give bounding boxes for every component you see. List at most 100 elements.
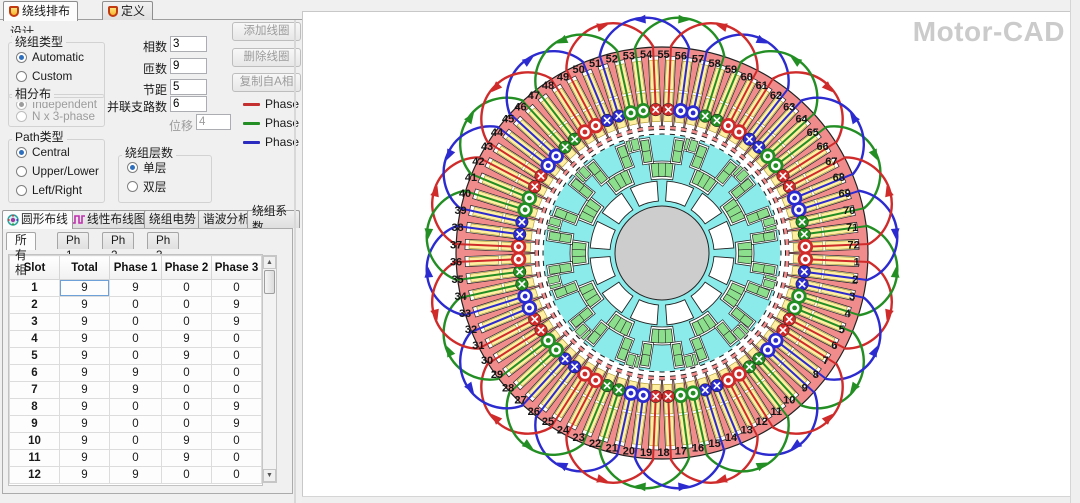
col-header-phase2[interactable]: Phase 2 (161, 255, 212, 280)
table-cell[interactable]: 4 (9, 330, 60, 348)
table-cell[interactable]: 0 (161, 364, 212, 382)
table-cell[interactable]: 9 (59, 296, 110, 314)
table-cell[interactable]: 0 (109, 347, 162, 365)
table-cell[interactable]: 0 (109, 398, 162, 416)
table-cell[interactable]: 9 (161, 432, 212, 450)
table-cell[interactable]: 9 (59, 415, 110, 433)
svg-text:29: 29 (491, 369, 503, 381)
table-cell[interactable]: 0 (211, 381, 262, 399)
table-cell[interactable]: 9 (211, 415, 262, 433)
table-cell[interactable]: 0 (211, 279, 262, 297)
table-cell[interactable]: 0 (109, 330, 162, 348)
delete-coil-button[interactable]: 删除线圈 (232, 48, 301, 67)
table-cell[interactable]: 5 (9, 347, 60, 365)
table-cell[interactable]: 9 (109, 466, 162, 484)
table-cell[interactable]: 1 (9, 279, 60, 297)
radio-upper-lower[interactable]: Upper/Lower (16, 165, 99, 178)
table-cell[interactable]: 0 (211, 466, 262, 484)
table-cell[interactable]: 9 (59, 381, 110, 399)
parallel-paths-input[interactable] (170, 96, 207, 112)
table-cell[interactable]: 3 (9, 313, 60, 331)
copy-from-phase-a-button[interactable]: 复制自A相 (232, 73, 301, 92)
table-cell[interactable]: 9 (211, 296, 262, 314)
table-cell[interactable]: 9 (59, 432, 110, 450)
tab-winding-factors[interactable]: 绕组系数 (247, 205, 300, 234)
table-cell[interactable]: 9 (59, 313, 110, 331)
table-cell[interactable]: 0 (109, 432, 162, 450)
table-cell[interactable]: 0 (109, 449, 162, 467)
table-cell[interactable]: 9 (211, 398, 262, 416)
table-cell[interactable]: 0 (161, 415, 212, 433)
table-cell[interactable]: 0 (211, 432, 262, 450)
table-cell[interactable]: 9 (211, 313, 262, 331)
table-cell[interactable]: 9 (161, 347, 212, 365)
table-cell[interactable]: 9 (59, 364, 110, 382)
table-cell[interactable]: 9 (109, 364, 162, 382)
radio-double-layer[interactable]: 双层 (127, 180, 166, 194)
winding-tab-icon (9, 6, 19, 17)
table-scrollbar[interactable]: ▲ ▼ (262, 255, 277, 483)
table-cell[interactable]: 0 (161, 466, 212, 484)
table-cell[interactable]: 9 (161, 330, 212, 348)
table-cell[interactable]: 10 (9, 432, 60, 450)
table-cell[interactable]: 0 (161, 381, 212, 399)
tab-ph1[interactable]: Ph 1 (57, 232, 90, 262)
table-cell[interactable]: 0 (161, 279, 212, 297)
radio-central[interactable]: Central (16, 146, 70, 159)
col-header-phase3[interactable]: Phase 3 (211, 255, 262, 280)
radio-left-right[interactable]: Left/Right (16, 184, 82, 197)
table-cell[interactable]: 9 (161, 449, 212, 467)
pitch-input[interactable] (170, 79, 207, 95)
table-cell[interactable]: 0 (211, 364, 262, 382)
svg-text:35: 35 (451, 274, 463, 286)
tab-definition[interactable]: 定义 (102, 1, 154, 20)
tab-harmonic-analysis[interactable]: 谐波分析 (198, 210, 255, 228)
col-header-total[interactable]: Total (59, 255, 110, 280)
col-header-phase1[interactable]: Phase 1 (109, 255, 162, 280)
table-cell[interactable]: 9 (59, 449, 110, 467)
radio-single-layer[interactable]: 单层 (127, 161, 166, 175)
table-cell[interactable]: 0 (211, 330, 262, 348)
scroll-down-button[interactable]: ▼ (263, 469, 276, 482)
table-cell[interactable]: 9 (59, 466, 110, 484)
table-cell[interactable]: 0 (211, 347, 262, 365)
table-cell[interactable]: 9 (59, 398, 110, 416)
tab-ph3[interactable]: Ph 3 (147, 232, 180, 262)
table-cell[interactable]: 7 (9, 381, 60, 399)
table-cell[interactable]: 9 (59, 347, 110, 365)
col-header-slot[interactable]: Slot (9, 255, 60, 280)
svg-text:24: 24 (557, 425, 570, 437)
table-cell[interactable]: 0 (109, 415, 162, 433)
table-cell[interactable]: 0 (161, 313, 212, 331)
turns-input[interactable] (170, 58, 207, 74)
table-cell[interactable]: 6 (9, 364, 60, 382)
svg-text:15: 15 (709, 438, 721, 450)
table-cell[interactable]: 0 (161, 398, 212, 416)
scroll-up-button[interactable]: ▲ (263, 256, 276, 269)
table-cell[interactable]: 9 (9, 415, 60, 433)
radio-custom[interactable]: Custom (16, 70, 72, 83)
table-cell[interactable]: 9 (59, 279, 110, 297)
tab-linear-winding[interactable]: 线性布线图 (67, 210, 151, 228)
table-cell[interactable]: 0 (211, 449, 262, 467)
table-cell[interactable]: 8 (9, 398, 60, 416)
table-cell[interactable]: 9 (109, 279, 162, 297)
table-cell[interactable]: 9 (109, 381, 162, 399)
table-cell[interactable]: 0 (109, 296, 162, 314)
tab-ph2[interactable]: Ph 2 (102, 232, 135, 262)
table-cell[interactable]: 0 (161, 296, 212, 314)
tab-all-phases[interactable]: 所有相 (6, 232, 36, 277)
tab-winding-emf[interactable]: 绕组电势 (144, 210, 201, 228)
radio-automatic[interactable]: Automatic (16, 51, 84, 64)
table-cell[interactable]: 9 (59, 330, 110, 348)
table-cell[interactable]: 0 (109, 313, 162, 331)
table-cell[interactable]: 2 (9, 296, 60, 314)
tab-circular-winding[interactable]: 圆形布线 (2, 210, 73, 229)
table-cell[interactable]: 12 (9, 466, 60, 484)
panel-splitter[interactable] (294, 0, 296, 503)
tab-winding-layout[interactable]: 绕线排布 (3, 1, 79, 21)
add-coil-button[interactable]: 添加线圈 (232, 22, 301, 41)
table-cell[interactable]: 11 (9, 449, 60, 467)
scroll-thumb[interactable] (264, 270, 275, 294)
phases-input[interactable] (170, 36, 207, 52)
